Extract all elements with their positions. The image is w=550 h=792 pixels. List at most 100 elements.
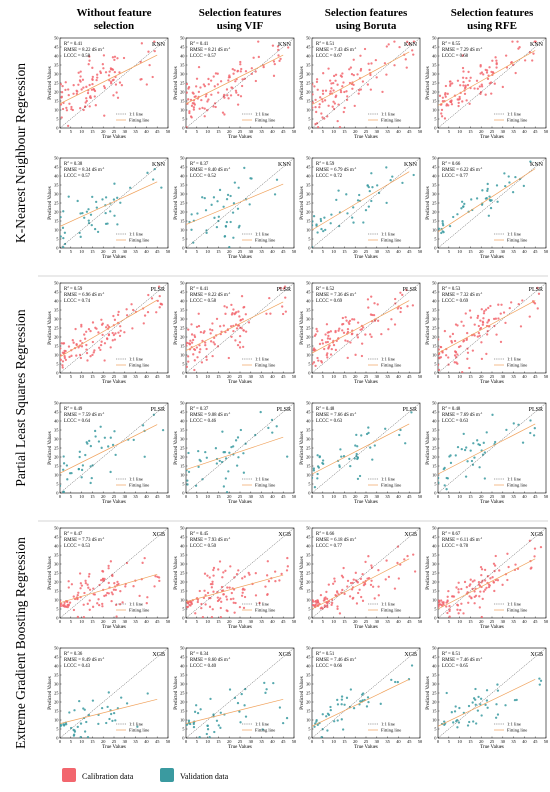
y-tick-label: 5 [434, 117, 437, 122]
data-point [229, 220, 232, 224]
data-point [193, 103, 196, 106]
data-point [92, 593, 95, 596]
data-point [450, 341, 454, 344]
data-point [383, 62, 387, 65]
panel-6-1: 0055101015152020252530303535404045455050… [48, 646, 171, 751]
data-point [196, 356, 199, 359]
data-point [321, 100, 324, 103]
data-point [470, 198, 473, 201]
data-point [405, 66, 408, 69]
x-tick-label: 35 [511, 129, 516, 134]
data-point [243, 595, 247, 599]
data-point [480, 581, 483, 584]
data-point [109, 210, 112, 213]
data-point [440, 108, 444, 112]
stat-rmse: RMSE = 6.22 dS m-1 [442, 166, 483, 173]
data-point [479, 319, 482, 322]
points [186, 556, 289, 618]
data-point [99, 343, 103, 347]
data-point [442, 231, 445, 234]
y-tick-label: 40 [432, 299, 437, 304]
data-point [341, 588, 344, 592]
data-point [330, 603, 333, 606]
data-point [374, 59, 378, 62]
x-axis-label: True Values [480, 625, 504, 630]
data-point [354, 571, 357, 574]
data-point [485, 69, 489, 72]
data-point [217, 568, 220, 571]
fitting-line [312, 51, 410, 105]
data-point [91, 82, 94, 86]
data-point [235, 464, 239, 467]
data-point [196, 212, 199, 215]
data-point [481, 320, 484, 323]
points [312, 288, 415, 368]
y-axis-label: Predicted Values [426, 676, 431, 709]
data-point [107, 581, 110, 585]
data-point [466, 331, 469, 335]
fitting-line [312, 423, 410, 475]
stat-rmse: RMSE = 6.11 dS m-1 [442, 536, 483, 543]
data-point [119, 329, 122, 332]
data-point [200, 606, 203, 610]
data-point [340, 574, 344, 577]
data-point [205, 355, 208, 359]
data-point [120, 696, 123, 699]
data-point [197, 312, 200, 315]
stat-lccc: LCCC = 0.43 [64, 664, 91, 669]
data-point [62, 342, 65, 345]
x-tick-label: 50 [544, 129, 549, 134]
x-tick-label: 20 [479, 619, 484, 624]
data-point [76, 615, 80, 618]
data-point [226, 586, 229, 589]
fitting-line [438, 300, 536, 354]
data-point [313, 85, 316, 88]
data-point [148, 63, 151, 67]
data-point [355, 452, 358, 456]
y-axis-label: Predicted Values [426, 311, 431, 344]
data-point [114, 588, 117, 591]
data-point [359, 67, 363, 71]
x-tick-label: 15 [216, 374, 221, 379]
data-point [60, 103, 63, 106]
data-point [539, 679, 543, 682]
y-tick-label: 40 [432, 664, 437, 669]
data-point [318, 106, 321, 109]
data-point [70, 354, 73, 357]
y-axis-label: Predicted Values [426, 66, 431, 99]
data-point [326, 340, 329, 344]
data-point [213, 336, 216, 340]
y-axis-label: Predicted Values [426, 431, 431, 464]
data-point [89, 444, 92, 448]
identity-line [438, 648, 546, 738]
x-tick-label: 20 [479, 739, 484, 744]
y-tick-label: 5 [434, 607, 437, 612]
data-point [351, 318, 354, 321]
y-tick-label: 40 [54, 664, 59, 669]
x-tick-label: 5 [196, 739, 199, 744]
y-tick-label: 10 [180, 598, 185, 603]
data-point [369, 313, 373, 316]
data-point [232, 597, 235, 600]
data-point [109, 470, 112, 474]
x-tick-label: 25 [490, 129, 495, 134]
data-point [60, 603, 62, 606]
x-tick-label: 40 [144, 374, 149, 379]
legend-identity-label: 1:1 line [129, 357, 143, 362]
data-point [87, 63, 90, 66]
legend-fit-label: Fitting line [129, 238, 149, 243]
data-point [82, 108, 85, 112]
data-point [342, 322, 345, 326]
stat-r2: R2 = 0.67 [442, 530, 461, 537]
data-point [441, 96, 445, 99]
legend-identity-label: 1:1 line [129, 232, 143, 237]
data-point [132, 585, 135, 588]
data-point [488, 195, 491, 198]
y-tick-label: 20 [432, 210, 437, 215]
data-point [92, 87, 95, 91]
data-point [206, 724, 209, 727]
x-tick-label: 25 [238, 619, 243, 624]
data-point [327, 713, 331, 716]
data-point [244, 70, 248, 73]
